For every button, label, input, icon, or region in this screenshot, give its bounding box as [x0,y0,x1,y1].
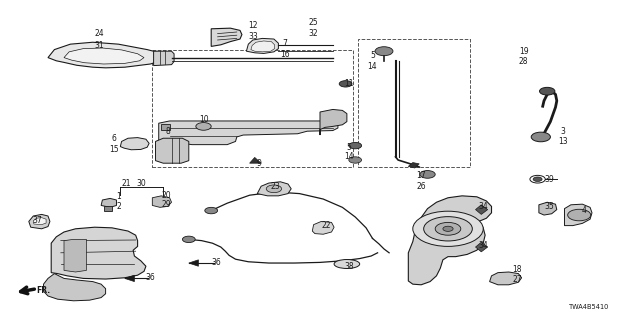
Bar [358,39,470,167]
Text: 37: 37 [32,216,42,225]
Text: 27: 27 [512,275,522,284]
Text: 32: 32 [308,29,319,38]
Text: 26: 26 [416,182,426,191]
Polygon shape [251,41,275,52]
Polygon shape [539,202,557,215]
Text: 31: 31 [94,41,104,50]
Text: 19: 19 [518,47,529,56]
Circle shape [531,132,550,142]
Polygon shape [476,242,488,252]
Polygon shape [64,239,86,272]
Circle shape [443,226,453,231]
Text: 35: 35 [544,202,554,211]
Text: 29: 29 [161,200,172,209]
Circle shape [205,207,218,214]
Text: 23: 23 [270,182,280,191]
Text: 5: 5 [346,143,351,152]
Text: 39: 39 [544,175,554,184]
Circle shape [266,185,282,193]
Text: 25: 25 [308,18,319,27]
Circle shape [196,123,211,130]
Polygon shape [152,196,172,207]
Polygon shape [48,42,165,68]
Polygon shape [64,48,144,64]
Polygon shape [51,227,146,279]
Text: 24: 24 [94,29,104,38]
Polygon shape [476,205,488,214]
Circle shape [339,81,352,87]
Circle shape [349,157,362,163]
Text: 22: 22 [322,221,331,230]
Text: 3: 3 [561,127,566,136]
Text: 34: 34 [478,241,488,250]
Polygon shape [101,198,116,207]
Polygon shape [408,196,492,285]
Polygon shape [250,157,261,163]
Polygon shape [246,38,278,53]
Text: 14: 14 [367,62,378,71]
Circle shape [424,217,472,241]
Circle shape [435,222,461,235]
Text: 11: 11 [344,79,353,88]
Polygon shape [159,121,338,145]
Circle shape [349,142,362,149]
Polygon shape [211,28,242,46]
Polygon shape [564,204,592,226]
Polygon shape [408,163,419,168]
Text: 7: 7 [282,39,287,48]
Circle shape [413,211,483,246]
Polygon shape [120,138,149,150]
Text: 15: 15 [109,145,119,154]
Polygon shape [320,109,347,135]
Text: 21: 21 [122,180,131,188]
Text: 20: 20 [161,191,172,200]
Circle shape [540,87,555,95]
Text: 4: 4 [581,206,586,215]
Polygon shape [104,206,112,211]
Text: 18: 18 [513,265,522,274]
Circle shape [420,171,435,178]
Text: 14: 14 [344,152,354,161]
Polygon shape [312,221,334,234]
Circle shape [568,209,591,221]
Text: 2: 2 [116,202,121,211]
Text: 16: 16 [280,50,290,59]
Polygon shape [154,51,174,66]
Bar [152,50,353,167]
Text: 36: 36 [211,258,221,267]
Text: 9: 9 [257,159,262,168]
Polygon shape [257,182,291,196]
Text: 38: 38 [344,262,354,271]
Text: 17: 17 [416,172,426,180]
Text: TWA4B5410: TWA4B5410 [568,304,609,310]
Text: 6: 6 [111,134,116,143]
Polygon shape [161,124,170,130]
Polygon shape [490,272,522,285]
Circle shape [375,47,393,56]
Text: 5: 5 [370,52,375,60]
Polygon shape [29,214,50,229]
Circle shape [533,177,542,181]
Text: 30: 30 [136,180,146,188]
Polygon shape [189,260,198,266]
Text: 34: 34 [478,202,488,211]
Text: 28: 28 [519,57,528,66]
Text: 1: 1 [116,192,121,201]
Text: 36: 36 [145,273,156,282]
Text: 12: 12 [248,21,257,30]
Ellipse shape [334,260,360,268]
Text: 13: 13 [558,137,568,146]
Polygon shape [44,274,106,301]
Text: 8: 8 [166,127,171,136]
Text: 33: 33 [248,32,258,41]
Polygon shape [156,138,189,163]
Text: FR.: FR. [36,286,51,295]
Polygon shape [125,275,134,282]
Text: 10: 10 [198,116,209,124]
Circle shape [182,236,195,243]
Polygon shape [33,218,46,225]
